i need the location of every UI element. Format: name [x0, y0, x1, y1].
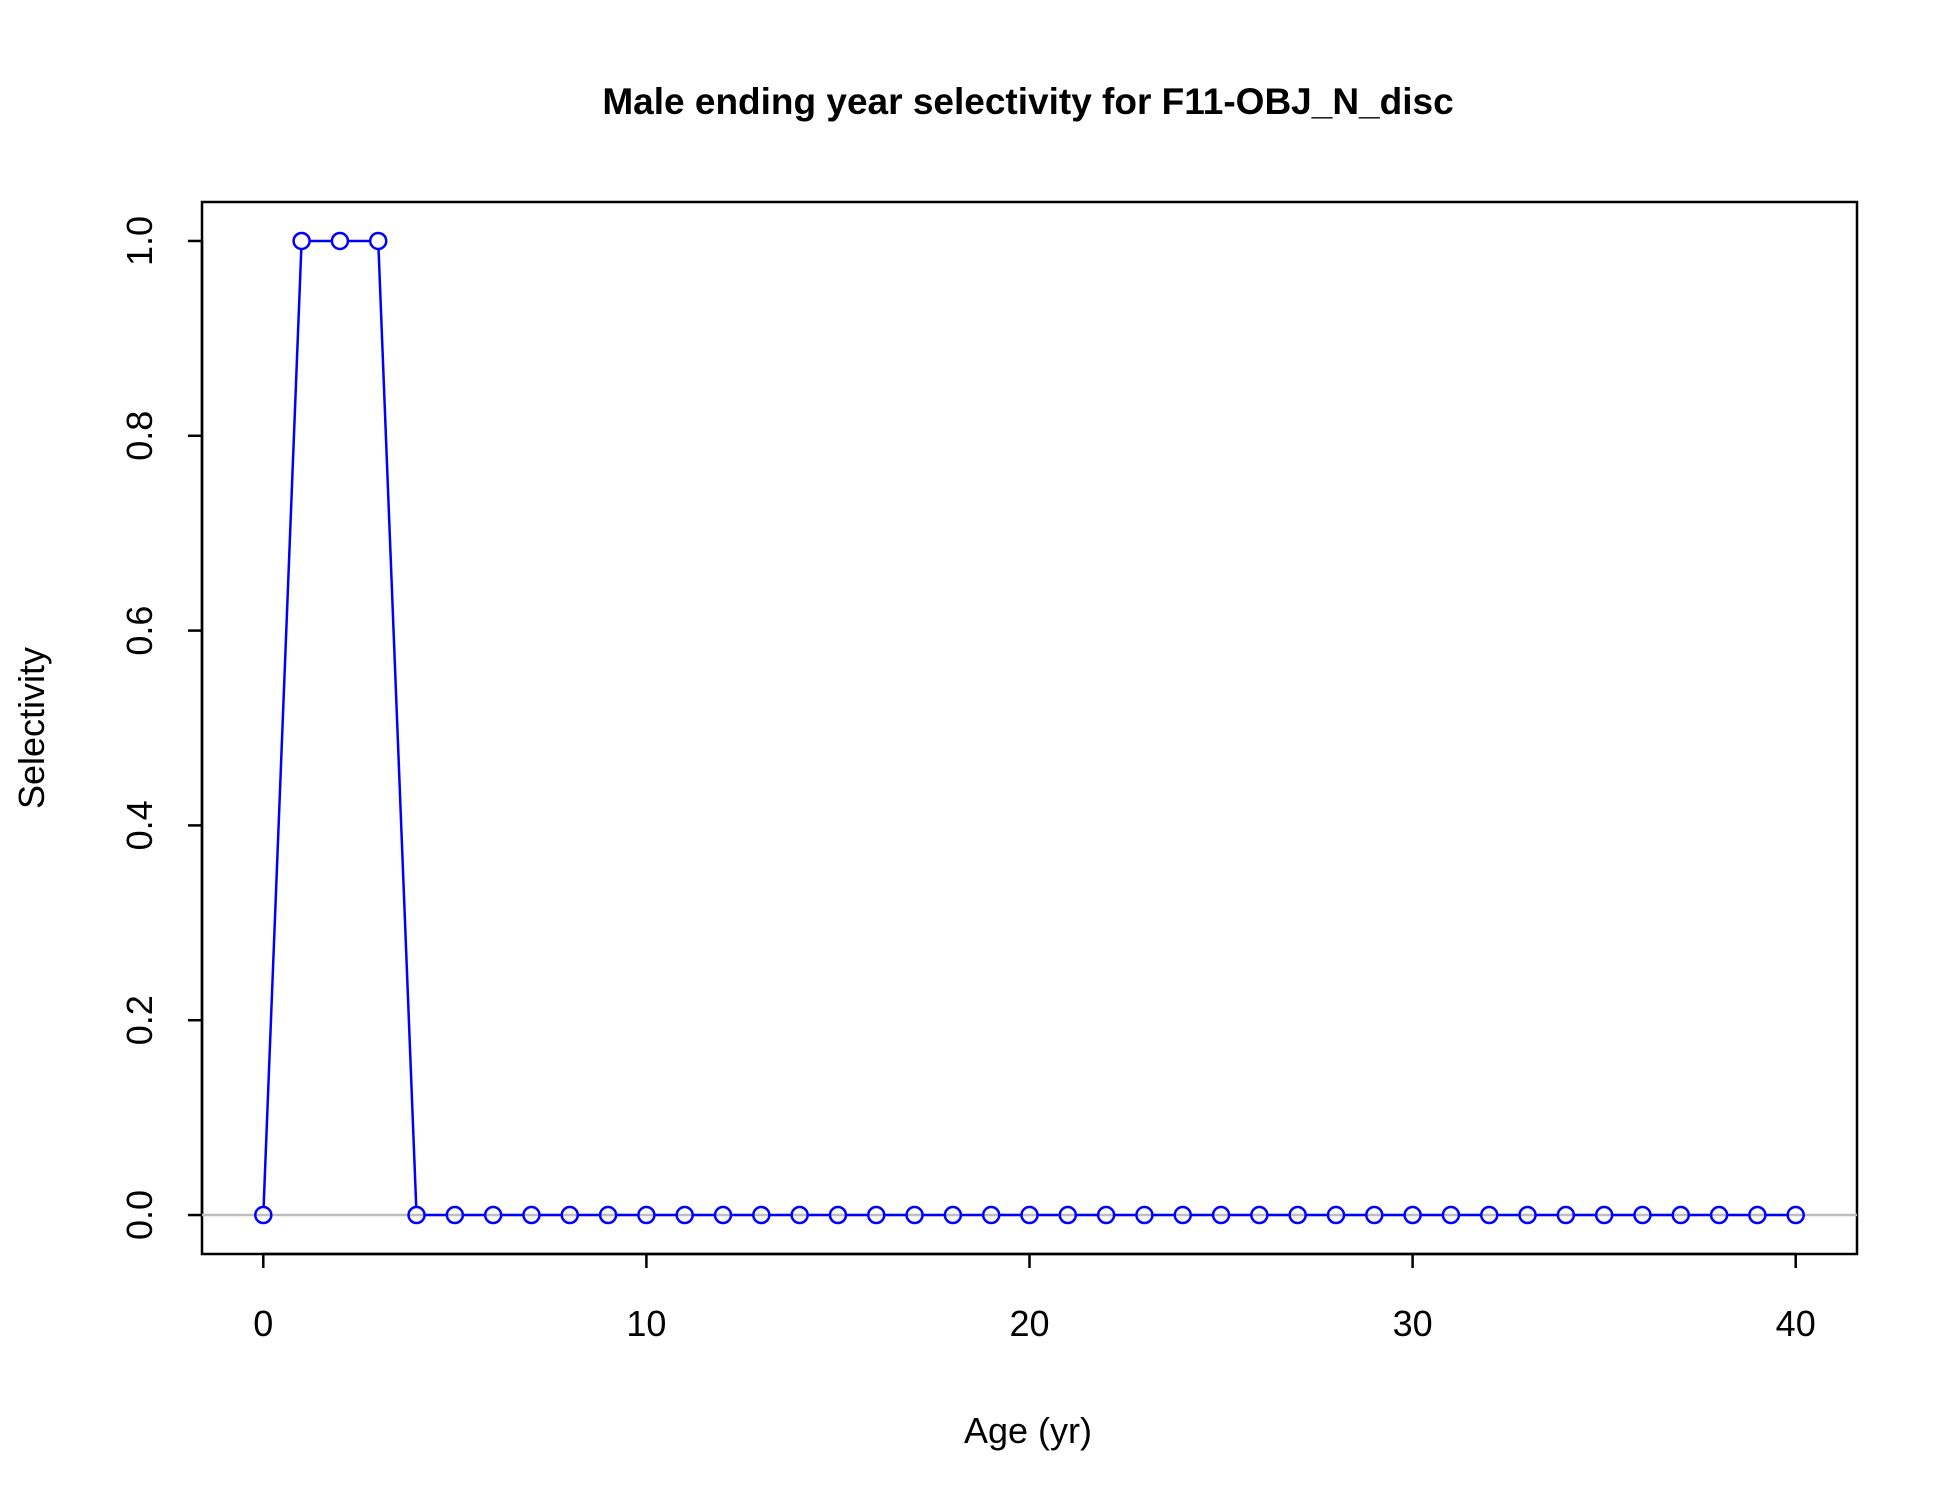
data-point: [1288, 1205, 1307, 1225]
x-tick-label: 40: [1776, 1303, 1816, 1344]
x-axis: 0 10 20 30 40: [253, 1252, 1816, 1344]
data-point: [1211, 1205, 1231, 1225]
data-point: [867, 1205, 886, 1225]
data-point: [1135, 1205, 1154, 1225]
data-point: [560, 1205, 580, 1225]
data-point: [1748, 1205, 1767, 1225]
x-tick-label: 30: [1393, 1303, 1433, 1344]
data-point: [981, 1205, 1001, 1225]
chart-title: Male ending year selectivity for F11-OBJ…: [602, 81, 1453, 122]
data-point: [675, 1205, 694, 1225]
data-point: [637, 1205, 656, 1225]
data-point: [1594, 1205, 1614, 1225]
data-point: [1173, 1205, 1192, 1225]
data-point: [1020, 1205, 1039, 1225]
data-point: [1250, 1205, 1269, 1225]
y-axis: 0.0 0.2 0.4 0.6 0.8 1.0: [119, 216, 204, 1240]
data-point: [445, 1205, 465, 1225]
series-line-segment: [377, 248, 418, 1208]
data-point: [598, 1205, 618, 1225]
plot-frame: [200, 200, 1859, 1256]
y-tick-label: 0.8: [119, 411, 160, 461]
data-point: [330, 231, 350, 251]
data-point: [1441, 1205, 1461, 1225]
data-point: [1786, 1205, 1805, 1225]
data-point: [713, 1205, 733, 1225]
data-point: [790, 1205, 809, 1225]
series-line-segment: [262, 248, 303, 1208]
data-point: [828, 1205, 848, 1225]
data-point: [752, 1205, 771, 1225]
data-point: [368, 231, 388, 251]
y-tick-label: 0.2: [119, 995, 160, 1045]
data-point: [292, 231, 311, 251]
data-point: [407, 1205, 426, 1225]
y-tick-label: 0.6: [119, 606, 160, 656]
data-point: [1709, 1205, 1729, 1225]
x-tick-label: 20: [1009, 1303, 1049, 1344]
data-point: [1096, 1205, 1116, 1225]
series-lines: [262, 239, 1788, 1217]
data-point: [1058, 1205, 1078, 1225]
data-point: [1479, 1205, 1499, 1225]
data-point: [1518, 1205, 1537, 1225]
data-point: [1326, 1205, 1346, 1225]
y-axis-label: Selectivity: [11, 647, 52, 809]
x-tick-label: 10: [626, 1303, 666, 1344]
data-point: [1633, 1205, 1652, 1225]
data-point: [522, 1205, 541, 1225]
data-point: [1403, 1205, 1422, 1225]
data-point: [905, 1205, 924, 1225]
data-point: [1671, 1205, 1691, 1225]
data-point: [483, 1205, 503, 1225]
data-point: [254, 1205, 273, 1225]
data-point: [1365, 1205, 1384, 1225]
x-axis-label: Age (yr): [964, 1410, 1092, 1451]
data-point: [943, 1205, 963, 1225]
y-tick-label: 1.0: [119, 216, 160, 266]
data-point: [1556, 1205, 1576, 1225]
x-tick-label: 0: [253, 1303, 273, 1344]
series-points: [254, 231, 1805, 1225]
y-tick-label: 0.0: [119, 1190, 160, 1240]
y-tick-label: 0.4: [119, 800, 160, 850]
